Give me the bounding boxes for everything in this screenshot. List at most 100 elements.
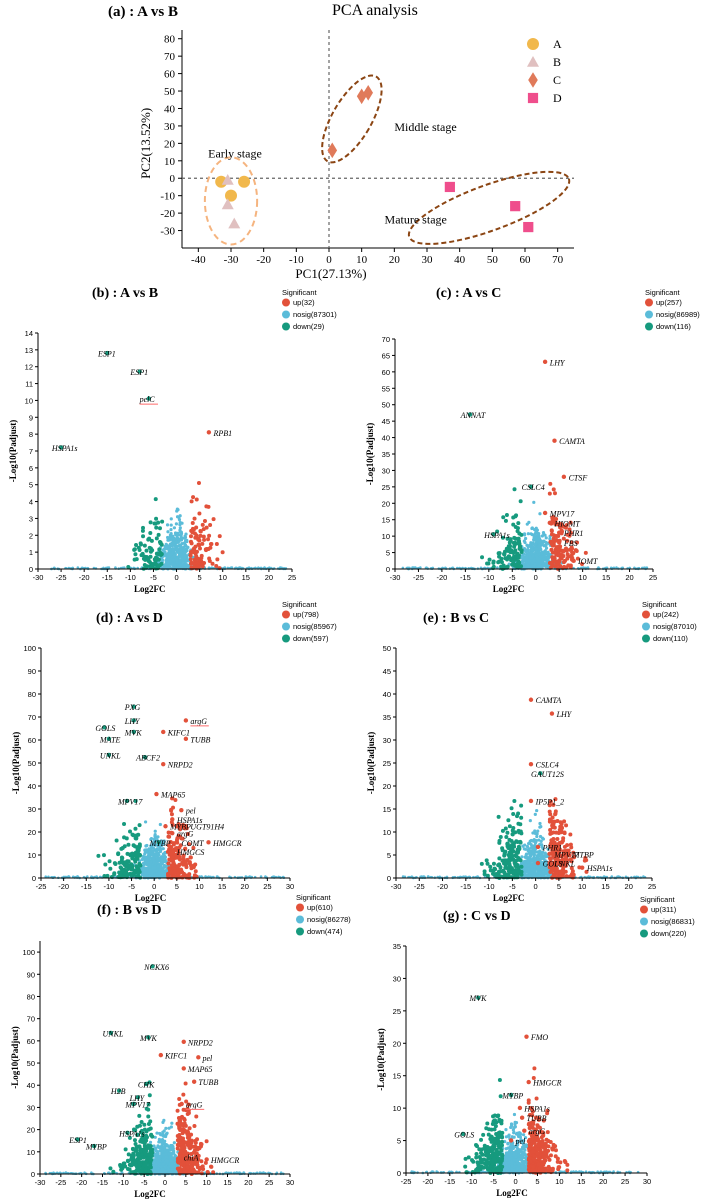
volcano-y-axis-label: -Log10(Padjust) <box>11 732 21 795</box>
volcano-point-down <box>497 554 502 559</box>
volcano-point-nosig <box>537 851 541 855</box>
volcano-point-up <box>175 872 180 877</box>
volcano-point-labeled <box>154 791 159 797</box>
volcano-point-nosig <box>161 548 165 552</box>
volcano-point-up <box>193 869 198 874</box>
volcano-point-labeled <box>174 840 180 845</box>
volcano-point-labeled <box>206 840 211 845</box>
volcano-point-nosig <box>532 538 536 542</box>
volcano-x-tick-label: 10 <box>219 573 227 582</box>
volcano-point-nosig <box>479 566 483 570</box>
volcano-point-up <box>551 842 556 847</box>
volcano-point-nosig <box>168 544 172 548</box>
volcano-point-up <box>186 1142 191 1147</box>
volcano-point-down <box>157 540 162 545</box>
volcano-point-down <box>147 1169 152 1174</box>
volcano-point-up <box>192 558 197 563</box>
volcano-point-nosig <box>159 1154 163 1158</box>
volcano-point-nosig <box>175 544 179 548</box>
volcano-point-down <box>511 857 516 862</box>
volcano-point-up <box>551 515 556 520</box>
volcano-point-nosig <box>521 553 525 557</box>
volcano-point-labeled <box>181 1066 186 1071</box>
volcano-x-tick-label: 0 <box>152 882 156 891</box>
volcano-point-down <box>146 1121 151 1126</box>
volcano-point-up <box>177 845 182 850</box>
volcano-point-nosig <box>537 550 541 554</box>
volcano-point-nosig <box>244 875 248 878</box>
volcano-point-down <box>500 535 505 540</box>
volcano-point-nosig <box>532 563 536 568</box>
volcano-legend-entry: up(798) <box>293 610 319 619</box>
volcano-point-nosig <box>174 522 178 526</box>
volcano-panel-label: (b) : A vs B <box>92 286 158 301</box>
pca-legend-label: D <box>553 91 562 105</box>
volcano-y-tick-label: 15 <box>382 516 390 525</box>
volcano-y-axis-label: -Log10(Padjust) <box>8 420 18 483</box>
volcano-point-nosig <box>172 1141 176 1145</box>
volcano-legend-marker <box>642 622 650 631</box>
volcano-point-down <box>485 561 490 566</box>
volcano-point-nosig <box>152 1158 156 1162</box>
volcano-point-nosig <box>198 875 201 878</box>
volcano-point-labeled <box>196 1055 201 1060</box>
volcano-x-tick-label: -5 <box>141 1178 148 1187</box>
volcano-point-down <box>137 548 142 553</box>
volcano-point-nosig <box>532 500 536 504</box>
volcano-point-nosig <box>179 550 183 554</box>
volcano-point-up <box>171 842 176 847</box>
volcano-point-up <box>201 534 206 539</box>
volcano-gene-label: HSPA1s <box>176 816 203 825</box>
volcano-point-labeled <box>58 445 64 450</box>
volcano-point-nosig <box>535 808 539 813</box>
volcano-point-nosig <box>177 515 181 520</box>
volcano-y-tick-label: 100 <box>23 644 36 653</box>
volcano-x-tick-label: 25 <box>649 573 657 582</box>
volcano-point-nosig <box>259 875 263 878</box>
volcano-point-nosig <box>532 559 536 564</box>
volcano-y-tick-label: 35 <box>383 713 391 722</box>
volcano-x-tick-label: 15 <box>242 573 250 582</box>
volcano-point-up <box>185 831 190 836</box>
volcano-point-up <box>177 1124 182 1129</box>
volcano-point-down <box>147 1157 152 1162</box>
volcano-point-nosig <box>179 538 184 542</box>
volcano-point-down <box>154 516 159 521</box>
volcano-point-nosig <box>148 864 153 868</box>
volcano-legend-entry: nosig(86989) <box>656 310 700 319</box>
volcano-point-up <box>178 827 183 832</box>
volcano-gene-label: MYBP <box>85 1143 107 1152</box>
volcano-point-nosig <box>538 512 542 516</box>
volcano-point-nosig <box>259 1171 262 1175</box>
volcano-point-up <box>190 1164 195 1169</box>
volcano-panel-0: (b) : A vs B-30 -25 -20 -15 -10 -5 0 5 10 15 20 250… <box>8 286 337 594</box>
volcano-y-tick-label: 10 <box>28 851 36 860</box>
volcano-point-nosig <box>537 874 541 879</box>
volcano-x-tick-label: -5 <box>509 573 516 582</box>
volcano-y-tick-label: 2 <box>29 531 33 540</box>
volcano-point-up <box>169 858 174 863</box>
volcano-point-nosig <box>161 873 165 877</box>
volcano-point-nosig <box>538 871 542 875</box>
volcano-point-nosig <box>207 566 211 569</box>
volcano-point-nosig <box>167 1168 171 1172</box>
volcano-point-nosig <box>176 549 181 553</box>
volcano-point-down <box>126 866 131 871</box>
volcano-y-tick-label: 0 <box>32 874 36 883</box>
volcano-point-down <box>138 1169 143 1174</box>
volcano-y-tick-label: 0 <box>29 565 33 574</box>
volcano-legend-entry: down(474) <box>307 927 343 936</box>
volcano-point-down <box>517 857 522 862</box>
volcano-point-nosig <box>164 1152 168 1156</box>
volcano-point-nosig <box>537 532 541 536</box>
volcano-point-up <box>201 1167 206 1172</box>
volcano-point-down <box>148 520 153 525</box>
volcano-point-nosig <box>163 1169 168 1173</box>
volcano-point-nosig <box>169 528 173 532</box>
volcano-point-nosig <box>161 856 165 860</box>
volcano-point-up <box>206 504 211 509</box>
volcano-point-nosig <box>204 875 207 878</box>
volcano-point-down <box>119 1167 124 1172</box>
volcano-point-labeled <box>131 718 137 723</box>
volcano-point-nosig <box>530 873 534 878</box>
